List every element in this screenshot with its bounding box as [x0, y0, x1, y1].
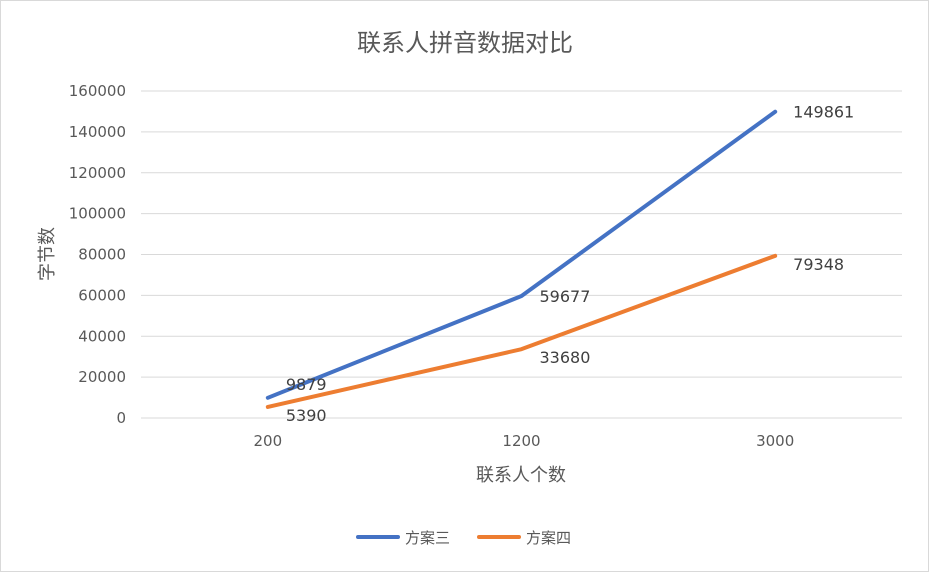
y-tick-label: 20000 [78, 368, 126, 386]
data-label: 9879 [286, 375, 327, 394]
y-tick-label: 40000 [78, 327, 126, 345]
legend-label: 方案三 [405, 529, 450, 547]
data-label: 149861 [793, 103, 854, 122]
data-label: 33680 [540, 348, 591, 367]
legend-label: 方案四 [526, 529, 571, 547]
chart-title: 联系人拼音数据对比 [357, 29, 573, 57]
y-tick-label: 120000 [69, 164, 126, 182]
x-axis-tick-labels: 200 1200 3000 [254, 432, 795, 450]
gridlines [141, 90, 902, 419]
y-tick-label: 60000 [78, 286, 126, 304]
data-label: 79348 [793, 255, 844, 274]
legend: 方案三 方案四 [356, 529, 571, 547]
y-tick-label: 160000 [69, 82, 126, 100]
y-tick-label: 0 [116, 409, 126, 427]
x-tick-label: 1200 [502, 432, 540, 450]
y-axis-title: 字节数 [37, 227, 58, 281]
x-axis-title: 联系人个数 [476, 465, 566, 486]
series-lines [265, 109, 778, 409]
y-tick-label: 140000 [69, 123, 126, 141]
data-label: 59677 [540, 287, 591, 306]
data-label: 5390 [286, 406, 327, 425]
y-axis-tick-labels: 0 20000 40000 60000 80000 100000 120000 140000 1… [69, 82, 126, 427]
x-tick-label: 200 [254, 432, 283, 450]
series-line-2 [265, 253, 778, 409]
y-tick-label: 80000 [78, 246, 126, 264]
series-line-1 [265, 109, 778, 400]
x-tick-label: 3000 [756, 432, 794, 450]
data-labels: 9879 59677 149861 5390 33680 79348 [286, 103, 854, 425]
y-tick-label: 100000 [69, 205, 126, 223]
